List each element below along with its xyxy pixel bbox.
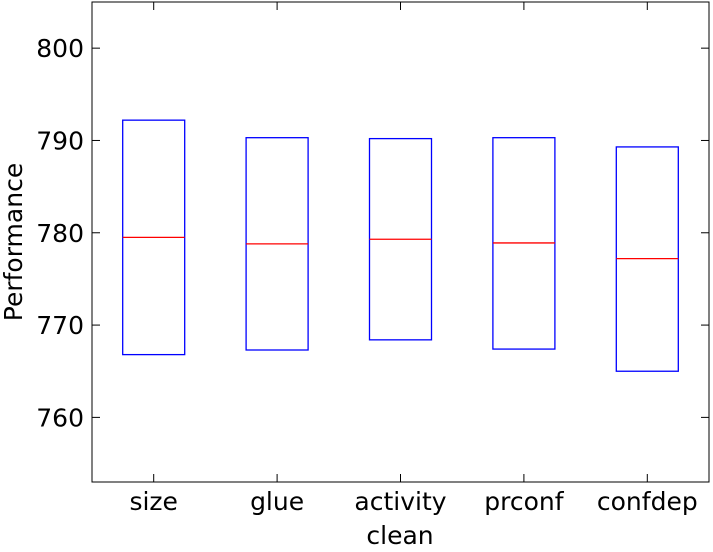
- y-tick-label: 800: [36, 34, 84, 63]
- y-tick-label: 790: [36, 126, 84, 155]
- x-tick-label-confdep: confdep: [597, 487, 698, 516]
- y-axis: 760 770 780 790 800: [36, 34, 709, 432]
- y-tick-label: 780: [36, 219, 84, 248]
- x-tick-label-prconf: prconf: [484, 487, 564, 516]
- x-tick-label-glue: glue: [250, 487, 304, 516]
- x-tick-label-activity: activity: [354, 487, 446, 516]
- x-axis: size glue activity prconf confdep: [129, 2, 698, 516]
- boxes: [122, 119, 679, 372]
- x-axis-label: clean: [366, 521, 433, 550]
- x-tick-label-size: size: [129, 487, 177, 516]
- y-axis-label: Performance: [0, 163, 28, 321]
- y-tick-label: 760: [36, 403, 84, 432]
- y-tick-label: 770: [36, 311, 84, 340]
